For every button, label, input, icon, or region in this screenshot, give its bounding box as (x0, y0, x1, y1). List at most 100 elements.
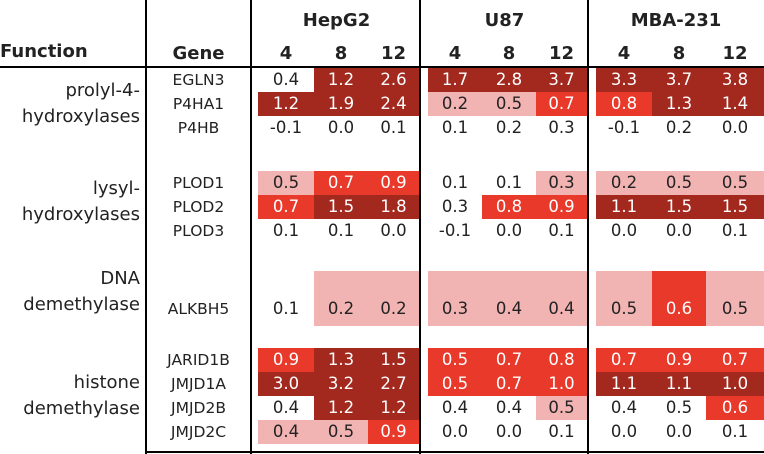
value-cell: 3.3 (610, 70, 638, 89)
value-cell: 0.4 (495, 398, 523, 417)
heat-cell-none (428, 171, 482, 195)
header-timepoint: 8 (334, 43, 348, 64)
heat-cell-dark (368, 92, 419, 116)
heat-cell-none (482, 116, 536, 140)
value-cell: 0.5 (721, 173, 749, 192)
heat-cell-dark (314, 396, 368, 420)
value-cell: 0.5 (272, 173, 300, 192)
gene-label: JARID1B (167, 351, 230, 369)
value-cell: 0.0 (495, 422, 523, 441)
heat-cell-dark (652, 92, 706, 116)
heat-cell-mid (706, 396, 764, 420)
function-label: hydroxylases (21, 106, 140, 127)
heat-cell-light (428, 92, 482, 116)
value-cell: 0.2 (665, 118, 693, 137)
heat-cell-none (258, 219, 314, 243)
value-cell: 0.7 (610, 350, 638, 369)
value-cell: 0.5 (548, 398, 575, 417)
heat-cell-dark (314, 92, 368, 116)
header-gene: Gene (172, 43, 225, 64)
value-cell: 0.3 (441, 299, 469, 318)
heat-cell-none (428, 396, 482, 420)
heat-cell-none (258, 68, 314, 92)
heat-cell-none (258, 116, 314, 140)
heat-cell-dark (258, 372, 314, 396)
heat-cell-mid (652, 271, 706, 326)
value-cell: 3.0 (272, 374, 300, 393)
value-cell: 2.8 (495, 70, 523, 89)
value-cell: 3.7 (665, 70, 693, 89)
value-cell: 0.4 (272, 398, 300, 417)
function-label: lysyl- (92, 178, 140, 199)
heat-cell-light (482, 271, 536, 326)
value-cell: 0.2 (441, 94, 469, 113)
value-cell: 2.4 (380, 94, 407, 113)
value-cell: 0.5 (665, 398, 693, 417)
header-timepoint: 8 (672, 43, 686, 64)
heat-cell-dark (368, 68, 419, 92)
header-timepoint: 12 (380, 43, 407, 64)
heat-cell-dark (706, 92, 764, 116)
gene-label: PLOD1 (172, 174, 225, 192)
value-cell: 0.3 (441, 197, 469, 216)
value-cell: 0.3 (548, 118, 575, 137)
heat-cell-light (314, 271, 368, 326)
value-cell: 0.0 (665, 422, 693, 441)
value-cell: 0.0 (721, 118, 749, 137)
heat-cell-light (536, 271, 587, 326)
heat-cell-dark (652, 372, 706, 396)
value-cell: 0.7 (495, 374, 523, 393)
divider-gene-values (250, 0, 252, 454)
heat-cell-none (652, 116, 706, 140)
value-cell: 0.1 (272, 299, 300, 318)
value-cell: 0.5 (721, 299, 749, 318)
gene-label: EGLN3 (172, 71, 225, 89)
value-cell: 1.8 (380, 197, 407, 216)
heat-cell-dark (428, 68, 482, 92)
value-cell: 0.1 (495, 173, 523, 192)
value-cell: 0.0 (327, 118, 355, 137)
heat-cell-none (314, 116, 368, 140)
bottom-rule (145, 451, 764, 453)
heat-cell-mid (258, 195, 314, 219)
value-cell: 0.5 (441, 374, 469, 393)
value-cell: 0.7 (721, 350, 749, 369)
function-label: demethylase (23, 398, 140, 419)
heat-cell-dark (652, 195, 706, 219)
value-cell: 1.2 (380, 398, 407, 417)
value-cell: 0.5 (441, 350, 469, 369)
heat-cell-light (536, 396, 587, 420)
heat-cell-dark (482, 68, 536, 92)
value-cell: 0.5 (327, 422, 355, 441)
gene-label: P4HB (177, 119, 220, 137)
heat-cell-dark (368, 348, 419, 372)
gene-label: JMJD2B (171, 399, 226, 417)
function-label: hydroxylases (21, 204, 140, 225)
header-timepoint: 4 (279, 43, 293, 64)
value-cell: 2.6 (380, 70, 407, 89)
header-timepoint: 12 (548, 43, 575, 64)
heat-cell-dark (314, 372, 368, 396)
value-cell: 0.4 (548, 299, 575, 318)
heat-cell-none (314, 219, 368, 243)
value-cell: 0.1 (548, 221, 575, 240)
value-cell: 0.0 (610, 422, 638, 441)
heat-cell-dark (596, 195, 652, 219)
value-cell: 1.3 (327, 350, 355, 369)
heat-cell-dark (536, 68, 587, 92)
value-cell: 0.1 (721, 221, 749, 240)
value-cell: -0.1 (438, 221, 472, 240)
gene-label: JMJD1A (171, 375, 226, 393)
function-label: demethylase (23, 294, 140, 315)
heat-cell-dark (258, 92, 314, 116)
gene-label: PLOD2 (172, 198, 225, 216)
value-cell: 0.4 (272, 422, 300, 441)
value-cell: 0.7 (495, 350, 523, 369)
heat-cell-mid (596, 348, 652, 372)
heat-cell-mid (482, 348, 536, 372)
value-cell: 0.6 (721, 398, 749, 417)
heat-cell-mid (314, 171, 368, 195)
heat-cell-none (536, 116, 587, 140)
value-cell: 0.8 (495, 197, 523, 216)
